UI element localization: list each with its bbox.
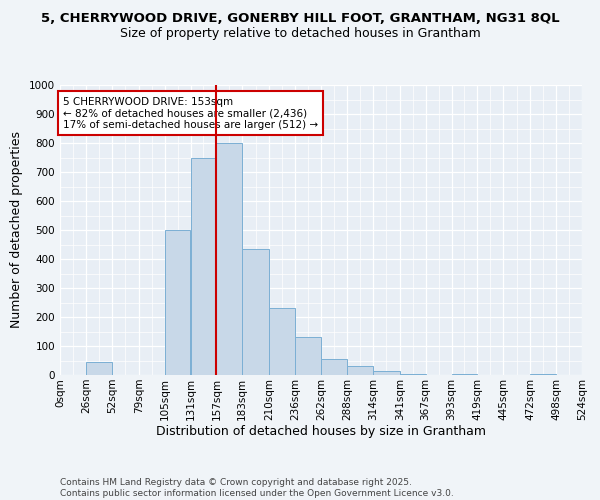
- Bar: [269, 308, 295, 375]
- Bar: [530, 374, 556, 375]
- Text: Contains HM Land Registry data © Crown copyright and database right 2025.
Contai: Contains HM Land Registry data © Crown c…: [60, 478, 454, 498]
- Bar: [321, 359, 347, 375]
- Bar: [191, 158, 217, 375]
- Text: Size of property relative to detached houses in Grantham: Size of property relative to detached ho…: [119, 28, 481, 40]
- X-axis label: Distribution of detached houses by size in Grantham: Distribution of detached houses by size …: [156, 426, 486, 438]
- Bar: [452, 374, 478, 375]
- Bar: [373, 370, 400, 375]
- Bar: [400, 374, 425, 375]
- Bar: [242, 249, 269, 375]
- Bar: [295, 338, 321, 375]
- Bar: [217, 143, 242, 375]
- Text: 5 CHERRYWOOD DRIVE: 153sqm
← 82% of detached houses are smaller (2,436)
17% of s: 5 CHERRYWOOD DRIVE: 153sqm ← 82% of deta…: [63, 96, 318, 130]
- Bar: [164, 230, 190, 375]
- Text: 5, CHERRYWOOD DRIVE, GONERBY HILL FOOT, GRANTHAM, NG31 8QL: 5, CHERRYWOOD DRIVE, GONERBY HILL FOOT, …: [41, 12, 559, 26]
- Y-axis label: Number of detached properties: Number of detached properties: [10, 132, 23, 328]
- Bar: [86, 362, 112, 375]
- Bar: [347, 366, 373, 375]
